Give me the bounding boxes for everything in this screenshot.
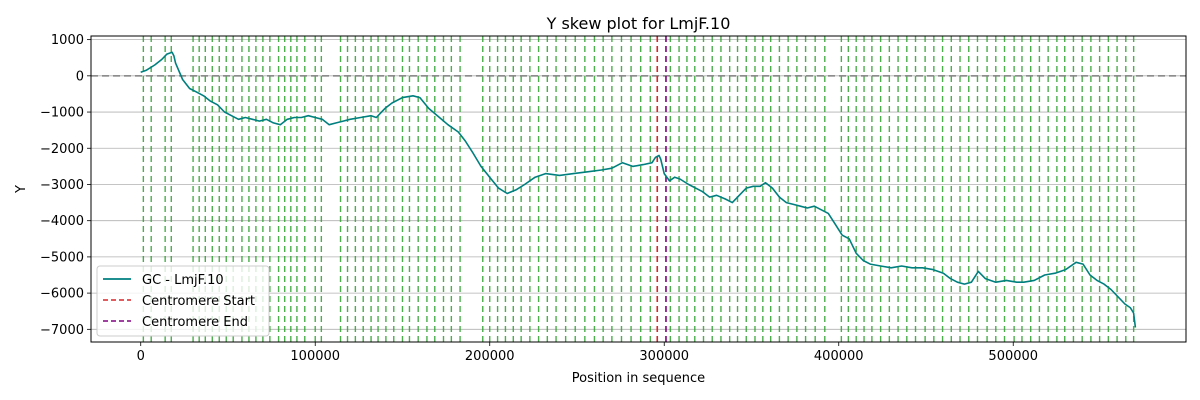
y-tick-label: −3000 [40, 178, 84, 193]
x-tick-label: 200000 [465, 349, 515, 364]
chart-title: Y skew plot for LmjF.10 [546, 14, 731, 33]
x-tick-label: 0 [137, 349, 145, 364]
y-tick-label: −4000 [40, 214, 84, 229]
y-tick-label: −1000 [40, 106, 84, 121]
x-tick-label: 500000 [988, 349, 1038, 364]
legend-label-series: GC - LmjF.10 [142, 273, 224, 288]
y-tick-label: −6000 [40, 287, 84, 302]
x-tick-label: 100000 [290, 349, 340, 364]
y-axis-label: Y [14, 185, 29, 194]
legend: GC - LmjF.10 Centromere Start Centromere… [96, 265, 270, 337]
y-axis-ticks: 1000 0 −1000 −2000 −3000 −4000 −5000 −6000 −7000 [40, 33, 91, 338]
y-tick-label: −5000 [40, 250, 84, 265]
legend-box [96, 265, 270, 337]
x-tick-label: 300000 [639, 349, 689, 364]
y-tick-label: −7000 [40, 323, 84, 338]
legend-label-centromere-end: Centromere End [142, 315, 248, 330]
y-tick-label: 0 [76, 69, 84, 84]
x-axis-label: Position in sequence [572, 371, 705, 386]
y-tick-label: −2000 [40, 142, 84, 157]
plot-frame [90, 35, 1187, 343]
series-line-gc-lmjf10 [140, 51, 1137, 328]
legend-label-centromere-start: Centromere Start [142, 294, 255, 309]
x-axis-ticks: 0 100000 200000 300000 400000 500000 [137, 342, 1038, 364]
x-tick-label: 400000 [814, 349, 864, 364]
y-tick-label: 1000 [51, 33, 84, 48]
